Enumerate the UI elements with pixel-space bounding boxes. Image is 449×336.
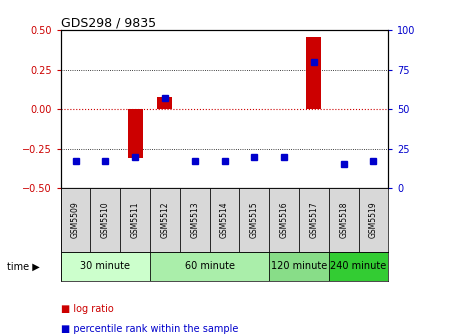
Text: GSM5516: GSM5516: [280, 202, 289, 239]
Text: GSM5517: GSM5517: [309, 202, 318, 239]
Text: 30 minute: 30 minute: [80, 261, 130, 271]
Bar: [210, 188, 239, 252]
Bar: [306, 37, 321, 109]
Text: GSM5515: GSM5515: [250, 202, 259, 239]
Bar: [120, 188, 150, 252]
Bar: [61, 252, 150, 281]
Text: 120 minute: 120 minute: [271, 261, 327, 271]
Bar: [128, 109, 143, 158]
Bar: [180, 188, 210, 252]
Text: GSM5518: GSM5518: [339, 202, 348, 238]
Text: GSM5513: GSM5513: [190, 202, 199, 239]
Text: ■ percentile rank within the sample: ■ percentile rank within the sample: [61, 324, 238, 334]
Text: GSM5510: GSM5510: [101, 202, 110, 239]
Bar: [329, 188, 359, 252]
Text: 240 minute: 240 minute: [330, 261, 387, 271]
Text: ■ log ratio: ■ log ratio: [61, 304, 113, 314]
Text: GSM5511: GSM5511: [131, 202, 140, 238]
Text: GSM5512: GSM5512: [160, 202, 169, 238]
Bar: [269, 188, 299, 252]
Text: GDS298 / 9835: GDS298 / 9835: [61, 16, 156, 29]
Text: time ▶: time ▶: [7, 261, 40, 271]
Bar: [61, 188, 90, 252]
Bar: [150, 252, 269, 281]
Bar: [150, 188, 180, 252]
Bar: [329, 252, 388, 281]
Bar: [158, 96, 172, 109]
Text: GSM5519: GSM5519: [369, 202, 378, 239]
Bar: [359, 188, 388, 252]
Bar: [239, 188, 269, 252]
Bar: [299, 188, 329, 252]
Text: GSM5514: GSM5514: [220, 202, 229, 239]
Text: 60 minute: 60 minute: [185, 261, 234, 271]
Text: GSM5509: GSM5509: [71, 202, 80, 239]
Bar: [269, 252, 329, 281]
Bar: [90, 188, 120, 252]
